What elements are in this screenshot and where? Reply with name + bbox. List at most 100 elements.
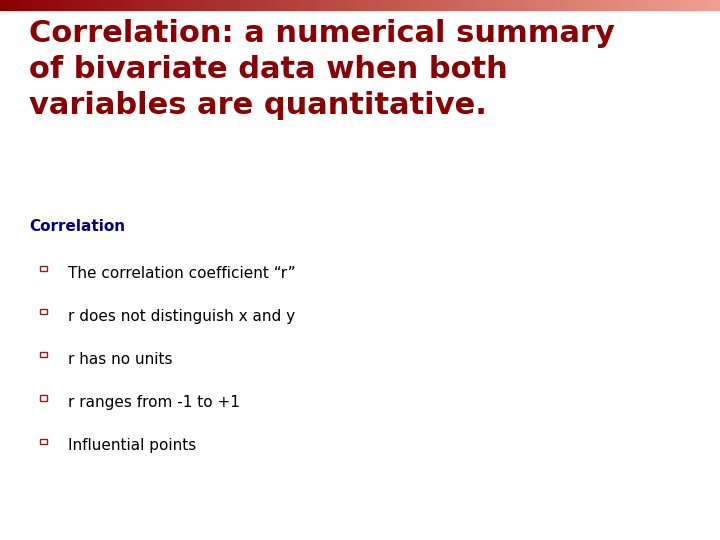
Bar bbox=[338, 0, 342, 10]
Bar bbox=[266, 0, 270, 10]
Bar bbox=[184, 0, 187, 10]
Bar bbox=[320, 0, 324, 10]
Bar bbox=[475, 0, 479, 10]
Bar bbox=[396, 0, 400, 10]
Bar bbox=[317, 0, 320, 10]
Bar bbox=[623, 0, 626, 10]
Bar bbox=[40, 395, 47, 401]
Bar bbox=[410, 0, 414, 10]
Bar bbox=[382, 0, 385, 10]
Bar bbox=[202, 0, 205, 10]
Bar bbox=[346, 0, 349, 10]
Bar bbox=[166, 0, 169, 10]
Bar bbox=[454, 0, 457, 10]
Bar bbox=[583, 0, 587, 10]
Bar bbox=[673, 0, 677, 10]
Bar bbox=[144, 0, 148, 10]
Bar bbox=[353, 0, 356, 10]
Bar bbox=[659, 0, 662, 10]
Bar bbox=[655, 0, 659, 10]
Bar bbox=[90, 0, 94, 10]
Text: Correlation: Correlation bbox=[29, 219, 125, 234]
Bar bbox=[500, 0, 504, 10]
Bar bbox=[688, 0, 691, 10]
Bar bbox=[140, 0, 144, 10]
Bar bbox=[605, 0, 608, 10]
Bar bbox=[569, 0, 572, 10]
Bar bbox=[194, 0, 198, 10]
Bar bbox=[83, 0, 86, 10]
Bar bbox=[72, 0, 76, 10]
Bar bbox=[176, 0, 180, 10]
Bar bbox=[270, 0, 274, 10]
Bar bbox=[374, 0, 378, 10]
Bar bbox=[238, 0, 241, 10]
Bar bbox=[446, 0, 450, 10]
Bar bbox=[101, 0, 104, 10]
Bar bbox=[518, 0, 522, 10]
Bar bbox=[601, 0, 605, 10]
Bar bbox=[713, 0, 716, 10]
Bar bbox=[108, 0, 112, 10]
Bar bbox=[716, 0, 720, 10]
Bar bbox=[187, 0, 191, 10]
Bar bbox=[68, 0, 72, 10]
Bar bbox=[11, 0, 14, 10]
Bar bbox=[619, 0, 623, 10]
Bar bbox=[580, 0, 583, 10]
Bar bbox=[14, 0, 18, 10]
Bar bbox=[637, 0, 641, 10]
Bar bbox=[536, 0, 540, 10]
Bar bbox=[130, 0, 133, 10]
Bar bbox=[421, 0, 425, 10]
Bar bbox=[558, 0, 562, 10]
Bar bbox=[443, 0, 446, 10]
Bar bbox=[162, 0, 166, 10]
Bar bbox=[666, 0, 670, 10]
Bar bbox=[40, 309, 47, 314]
Text: Influential points: Influential points bbox=[68, 438, 197, 454]
Bar bbox=[256, 0, 259, 10]
Bar bbox=[709, 0, 713, 10]
Bar bbox=[479, 0, 482, 10]
Bar bbox=[371, 0, 374, 10]
Bar bbox=[310, 0, 313, 10]
Bar bbox=[522, 0, 526, 10]
Text: r ranges from -1 to +1: r ranges from -1 to +1 bbox=[68, 395, 240, 410]
Bar bbox=[662, 0, 666, 10]
Bar bbox=[61, 0, 65, 10]
Bar bbox=[533, 0, 536, 10]
Bar bbox=[36, 0, 40, 10]
Bar bbox=[389, 0, 392, 10]
Bar bbox=[198, 0, 202, 10]
Bar bbox=[641, 0, 644, 10]
Bar bbox=[598, 0, 601, 10]
Bar bbox=[248, 0, 252, 10]
Bar bbox=[439, 0, 443, 10]
Bar bbox=[277, 0, 281, 10]
Bar bbox=[482, 0, 486, 10]
Bar bbox=[428, 0, 432, 10]
Bar bbox=[40, 438, 47, 444]
Bar bbox=[40, 266, 47, 271]
Bar bbox=[572, 0, 576, 10]
Bar bbox=[148, 0, 151, 10]
Bar bbox=[281, 0, 284, 10]
Bar bbox=[587, 0, 590, 10]
Bar bbox=[590, 0, 594, 10]
Bar bbox=[115, 0, 119, 10]
Bar bbox=[328, 0, 331, 10]
Bar bbox=[22, 0, 25, 10]
Bar bbox=[378, 0, 382, 10]
Bar bbox=[400, 0, 403, 10]
Bar bbox=[86, 0, 90, 10]
Bar bbox=[4, 0, 7, 10]
Bar bbox=[425, 0, 428, 10]
Bar bbox=[432, 0, 436, 10]
Text: The correlation coefficient “r”: The correlation coefficient “r” bbox=[68, 266, 296, 281]
Bar bbox=[540, 0, 544, 10]
Bar bbox=[630, 0, 634, 10]
Bar bbox=[493, 0, 497, 10]
Bar bbox=[407, 0, 410, 10]
Bar bbox=[702, 0, 706, 10]
